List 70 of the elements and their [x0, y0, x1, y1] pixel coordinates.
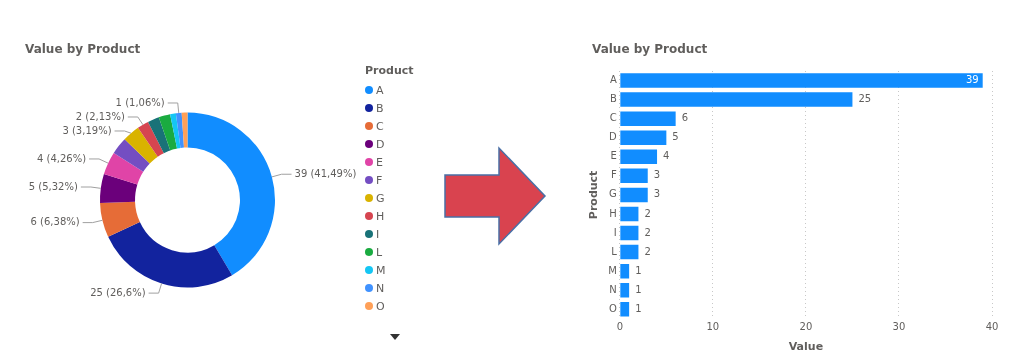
y-tick-label: H	[609, 207, 617, 219]
data-label: 2 (2,13%)	[75, 110, 125, 122]
data-label: 4 (4,26%)	[36, 152, 87, 164]
x-tick-label: 30	[892, 321, 906, 333]
y-tick-label: D	[609, 131, 618, 143]
x-tick-label: 10	[706, 321, 720, 333]
bar	[620, 263, 630, 279]
legend-label: H	[376, 209, 385, 223]
data-label: 1	[635, 302, 642, 314]
legend-label: A	[376, 83, 384, 97]
y-tick-label: N	[609, 283, 617, 295]
y-tick-label: I	[613, 226, 617, 238]
legend-label: F	[376, 173, 383, 187]
x-axis-title: Value	[788, 340, 824, 354]
data-label: 39	[965, 74, 979, 86]
data-label: 5 (5,32%)	[28, 180, 78, 192]
data-label: 5	[672, 131, 679, 143]
y-tick-label: O	[608, 302, 617, 314]
legend-label: E	[376, 155, 383, 169]
x-tick-label: 20	[799, 321, 813, 333]
y-tick-label: C	[609, 112, 617, 124]
legend-label: C	[376, 119, 384, 133]
bar	[620, 206, 639, 222]
data-label: 6	[681, 112, 689, 124]
legend-label: L	[376, 245, 383, 259]
legend-label: I	[376, 227, 380, 241]
legend-label: D	[376, 137, 385, 151]
legend-title: Product	[365, 64, 414, 77]
legend-label: O	[376, 299, 385, 313]
data-label: 2	[644, 245, 651, 257]
y-tick-label: B	[609, 93, 617, 105]
bar	[620, 130, 667, 145]
data-label: 1 (1,06%)	[115, 96, 165, 108]
data-label: 25 (26,6%)	[90, 286, 146, 298]
bar	[620, 92, 853, 107]
data-label: 4	[663, 150, 670, 162]
y-tick-label: G	[609, 188, 617, 200]
data-label: 1	[635, 283, 642, 295]
y-tick-label: M	[608, 264, 617, 276]
bar	[620, 149, 658, 165]
bar	[620, 73, 983, 88]
y-axis-title: Product	[587, 170, 601, 220]
y-tick-label: L	[611, 245, 618, 257]
y-tick-label: E	[610, 150, 617, 162]
data-label: 39 (41,49%)	[294, 167, 357, 179]
legend-label: N	[376, 281, 385, 295]
bar	[620, 111, 676, 126]
legend-label: G	[376, 191, 385, 205]
data-label: 3 (3,19%)	[62, 124, 112, 136]
data-label: 2	[644, 207, 651, 219]
data-label: 3	[653, 188, 661, 200]
x-tick-label: 40	[985, 321, 999, 333]
bar	[620, 282, 630, 298]
bar	[620, 244, 639, 260]
legend-label: B	[376, 101, 384, 115]
data-label: 3	[653, 169, 661, 181]
chart-title: Value by Product	[592, 42, 708, 56]
y-tick-label: F	[611, 169, 618, 181]
bar	[620, 168, 648, 184]
y-tick-label: A	[609, 74, 617, 86]
data-label: 2	[644, 226, 651, 238]
data-label: 1	[635, 264, 642, 276]
bar	[620, 187, 648, 203]
bar	[620, 302, 630, 317]
data-label: 25	[858, 93, 872, 105]
x-tick-label: 0	[616, 321, 624, 333]
data-label: 6 (6,38%)	[30, 216, 80, 228]
chart-title: Value by Product	[25, 42, 141, 56]
legend-label: M	[376, 263, 386, 277]
bar	[620, 225, 639, 241]
